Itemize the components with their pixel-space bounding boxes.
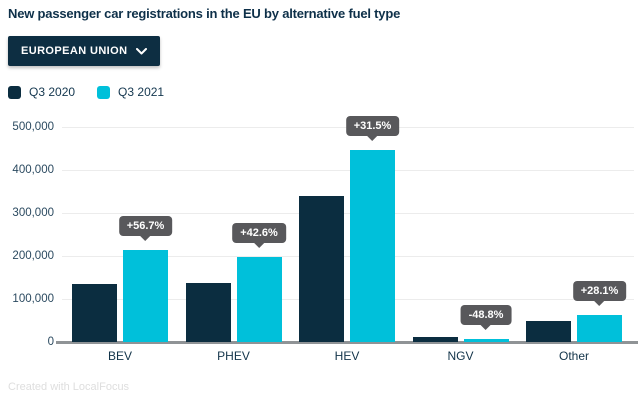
plot-area: +56.7% +42.6% +31.5% -48.8% +28.1%: [62, 115, 634, 342]
legend: Q3 2020 Q3 2021: [8, 85, 164, 99]
attribution: Created with LocalFocus: [8, 381, 130, 393]
bar-q3-2020-hev[interactable]: [299, 195, 344, 342]
x-axis-label-bev: BEV: [107, 349, 132, 363]
gridline: [62, 299, 634, 300]
chart-title: New passenger car registrations in the E…: [8, 6, 401, 21]
x-axis-label-hev: HEV: [334, 349, 360, 363]
bar-q3-2021-other[interactable]: [577, 315, 622, 342]
bar-q3-2020-phev[interactable]: [185, 282, 231, 342]
change-badge-bev: +56.7%: [118, 216, 173, 242]
y-axis-tick-label: 300,000: [12, 207, 54, 219]
legend-swatch-q3-2021: [97, 85, 111, 99]
bar-q3-2020-ngv[interactable]: [412, 336, 458, 342]
gridline: [62, 256, 634, 257]
bar-q3-2021-phev[interactable]: [236, 257, 282, 342]
x-axis-label-phev: PHEV: [217, 349, 250, 363]
bar-q3-2021-ngv[interactable]: [463, 339, 509, 342]
bar-chart: +56.7% +42.6% +31.5% -48.8% +28.1% 0 100,000 2…: [0, 115, 638, 380]
change-badge-ngv: -48.8%: [460, 305, 512, 331]
bar-q3-2020-other[interactable]: [526, 321, 571, 342]
legend-label: Q3 2021: [118, 85, 165, 99]
bar-q3-2021-hev[interactable]: [350, 149, 395, 342]
legend-item-q3-2020: Q3 2020: [8, 85, 75, 99]
x-axis-label-ngv: NGV: [447, 349, 474, 363]
x-axis-line: [56, 341, 638, 344]
gridline: [62, 213, 634, 214]
change-badge-other: +28.1%: [572, 281, 627, 307]
legend-label: Q3 2020: [29, 85, 76, 99]
y-axis-tick-label: 200,000: [12, 250, 54, 262]
legend-swatch-q3-2020: [8, 85, 21, 99]
gridline: [62, 170, 634, 171]
region-dropdown-label: EUROPEAN UNION: [21, 45, 128, 57]
change-badge-hev: +31.5%: [345, 115, 400, 141]
legend-item-q3-2021: Q3 2021: [97, 85, 164, 99]
y-axis-tick-label: 100,000: [12, 293, 54, 305]
y-axis-tick-label: 400,000: [12, 164, 54, 176]
chevron-down-icon: [136, 47, 148, 55]
y-axis-tick-label: 0: [47, 336, 54, 348]
change-badge-phev: +42.6%: [232, 223, 286, 249]
bar-q3-2021-bev[interactable]: [123, 250, 168, 342]
region-dropdown[interactable]: EUROPEAN UNION: [8, 36, 161, 66]
bar-q3-2020-bev[interactable]: [72, 283, 117, 342]
x-axis-label-other: Other: [558, 349, 589, 363]
y-axis-tick-label: 500,000: [12, 121, 54, 133]
